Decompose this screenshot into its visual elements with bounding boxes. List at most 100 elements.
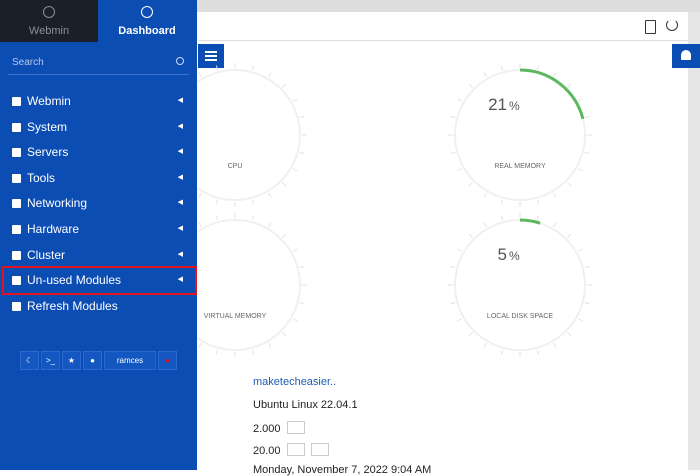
gauge-tick	[251, 65, 255, 71]
gauge-tick	[292, 318, 298, 322]
gauge-unit: %	[509, 249, 520, 263]
load: 2.000	[253, 421, 305, 435]
button[interactable]: ●	[83, 351, 102, 370]
icon-button[interactable]	[310, 443, 329, 456]
menu-label: System	[27, 119, 68, 134]
logout-button[interactable]: ●	[158, 351, 177, 370]
gauge-tick	[299, 265, 305, 269]
gauge-tick	[577, 98, 583, 102]
button[interactable]: ★	[62, 351, 81, 370]
gauge-tick	[251, 199, 255, 205]
gauge-tick	[215, 349, 219, 355]
gauge-tick	[450, 265, 456, 269]
hostname[interactable]: maketecheasier..	[253, 376, 337, 388]
gauge-tick	[215, 199, 219, 205]
refresh-icon[interactable]	[666, 19, 678, 31]
search[interactable]: Search	[12, 57, 44, 68]
gauge-tick	[536, 349, 540, 355]
gauge-tick	[500, 199, 504, 205]
menu-icon	[12, 97, 21, 106]
menu-item[interactable]: Refresh Modules	[12, 296, 187, 316]
menu-item[interactable]: Webmin ◀	[12, 91, 187, 111]
user-button[interactable]: ramces	[104, 351, 156, 370]
tab-label: Dashboard	[118, 25, 176, 37]
gauge-tick	[553, 192, 557, 198]
right-strip	[688, 12, 700, 470]
gauge-tick	[251, 215, 255, 221]
menu-label: Servers	[27, 145, 69, 160]
gauge-tick	[282, 182, 287, 187]
gauge-tick	[567, 182, 572, 187]
gauge-label: REAL MEMORY	[494, 163, 546, 170]
menu-toggle[interactable]	[198, 44, 224, 68]
gauge-tick	[450, 115, 456, 119]
icon-button[interactable]	[286, 443, 305, 456]
gauge-tick	[268, 72, 272, 78]
menu-item[interactable]: System ◀	[12, 117, 187, 137]
tab-label: Webmin	[28, 25, 70, 37]
menu-item[interactable]: Cluster ◀	[12, 245, 187, 265]
gauge-tick	[282, 233, 287, 238]
gauge-tick	[536, 65, 540, 71]
clipboard-icon[interactable]	[645, 20, 656, 34]
gauge-tick	[292, 248, 298, 252]
menu-label: Webmin	[27, 94, 71, 108]
menu-item[interactable]: Hardware ◀	[12, 219, 187, 239]
button[interactable]: >_	[41, 351, 60, 370]
gauge-tick	[299, 151, 305, 155]
gauge-tick	[457, 318, 463, 322]
button[interactable]: ☾	[20, 351, 39, 370]
gauge-label: VIRTUAL MEMORY	[204, 313, 267, 320]
gauge-tick	[553, 222, 557, 228]
divider	[8, 74, 189, 75]
toolbar	[198, 12, 688, 41]
gauge-tick	[450, 301, 456, 305]
gauge-tick	[299, 115, 305, 119]
menu-label: Tools	[27, 170, 56, 185]
menu-icon	[12, 225, 21, 234]
gauge-tick	[215, 65, 219, 71]
gauge-tick	[450, 151, 456, 155]
gauge-tick	[584, 115, 590, 119]
tab-webmin[interactable]: Webmin	[0, 0, 98, 42]
gauge-tick	[292, 168, 298, 172]
menu-item[interactable]: Tools ◀	[12, 168, 187, 188]
icon-button[interactable]	[286, 421, 305, 434]
menu-item[interactable]: Networking ◀	[12, 193, 187, 213]
uptime-value: 20.00	[253, 445, 281, 457]
gauge-tick	[251, 349, 255, 355]
gauge-arc	[519, 68, 585, 120]
gauge-tick	[198, 72, 202, 78]
gauge-tick	[268, 192, 272, 198]
tab-dashboard[interactable]: Dashboard	[98, 0, 196, 42]
gauge-tick	[536, 199, 540, 205]
gauge-tick	[483, 72, 487, 78]
gauge-tick	[292, 98, 298, 102]
menu-item[interactable]: Servers ◀	[12, 142, 187, 162]
menu-icon	[12, 276, 21, 286]
menu-icon	[12, 173, 21, 183]
gauge-tick	[584, 301, 590, 305]
gauge-value: 5	[498, 245, 507, 264]
menu-label: Refresh Modules	[27, 298, 118, 313]
gauge-tick	[536, 215, 540, 221]
sidebar: Webmin Dashboard Search Webmin ◀ System ◀ Se…	[0, 0, 197, 470]
gauge-ring	[454, 219, 586, 351]
gauge-tick	[299, 301, 305, 305]
gauge-tick	[282, 83, 287, 88]
gauge-tick	[457, 168, 463, 172]
gauge-tick	[483, 222, 487, 228]
gauge-tick	[577, 318, 583, 322]
gauge-tick	[468, 233, 473, 238]
menu-item[interactable]: Un-used Modules ◀	[12, 270, 187, 290]
gauge-label: LOCAL DISK SPACE	[487, 313, 553, 320]
menu-label: Hardware	[27, 222, 80, 236]
gauge-tick	[553, 72, 557, 78]
gauge-tick	[483, 342, 487, 348]
notifications[interactable]	[672, 44, 700, 68]
gauge-tick	[215, 215, 219, 221]
gauge-label: CPU	[228, 163, 243, 170]
gauge-tick	[468, 182, 473, 187]
menu-label: Networking	[27, 196, 88, 211]
